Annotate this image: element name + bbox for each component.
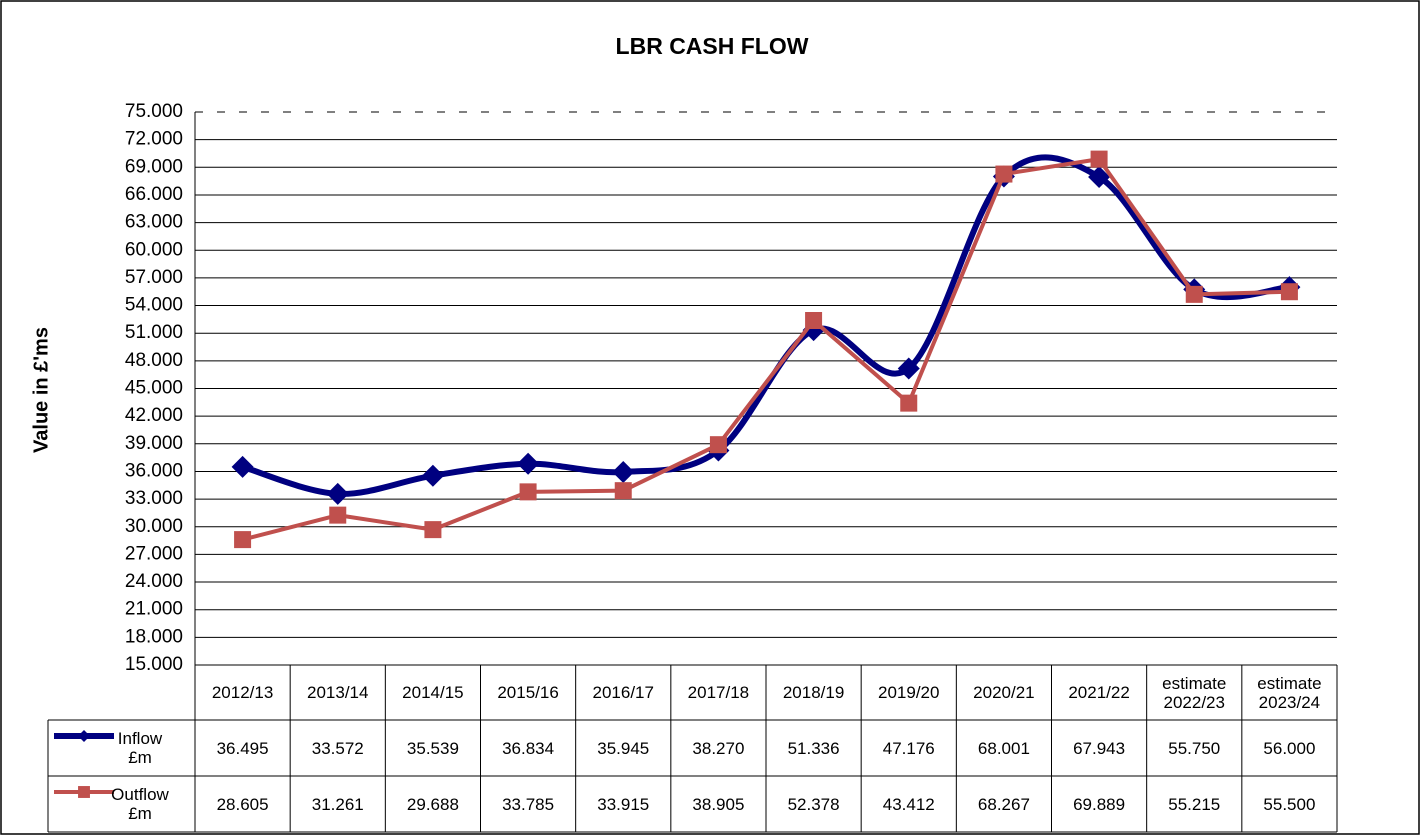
y-tick-label: 18.000 bbox=[125, 626, 183, 647]
x-tick-label: 2021/22 bbox=[1068, 683, 1130, 702]
x-tick-label: 2012/13 bbox=[211, 683, 274, 702]
marker bbox=[897, 357, 920, 380]
y-tick-label: 42.000 bbox=[125, 405, 183, 426]
y-tick-label: 57.000 bbox=[125, 267, 183, 288]
legend-marker bbox=[78, 786, 90, 798]
marker bbox=[424, 521, 442, 539]
x-tick-label: estimate 2022/23 bbox=[1162, 673, 1227, 712]
y-tick-label: 60.000 bbox=[125, 239, 183, 260]
data-label: 55.750 bbox=[1168, 738, 1221, 758]
marker bbox=[234, 531, 252, 549]
y-tick-label: 39.000 bbox=[125, 433, 183, 454]
marker bbox=[519, 483, 537, 501]
y-tick-label: 30.000 bbox=[125, 516, 183, 537]
marker bbox=[614, 482, 632, 500]
x-tick-label: 2019/20 bbox=[878, 683, 940, 702]
x-tick-label: estimate 2023/24 bbox=[1257, 673, 1322, 712]
y-tick-label: 66.000 bbox=[125, 184, 183, 205]
marker bbox=[709, 436, 727, 454]
data-label: 35.945 bbox=[597, 738, 650, 758]
data-label: 43.412 bbox=[882, 794, 935, 814]
data-label: 68.267 bbox=[977, 794, 1030, 814]
data-label: 33.915 bbox=[597, 794, 650, 814]
y-tick-label: 75.000 bbox=[125, 101, 183, 122]
y-tick-label: 15.000 bbox=[125, 654, 183, 675]
marker bbox=[517, 452, 540, 475]
data-label: 36.834 bbox=[502, 738, 555, 758]
y-tick-label: 24.000 bbox=[125, 571, 183, 592]
marker bbox=[805, 311, 823, 329]
marker bbox=[1280, 283, 1298, 301]
series-line bbox=[242, 157, 1290, 542]
y-tick-label: 63.000 bbox=[125, 212, 183, 233]
data-label: 35.539 bbox=[406, 738, 459, 758]
data-label: 52.378 bbox=[787, 794, 840, 814]
data-label: 55.215 bbox=[1168, 794, 1221, 814]
marker bbox=[421, 464, 444, 487]
marker bbox=[329, 506, 347, 524]
legend-marker bbox=[78, 730, 90, 742]
marker bbox=[1090, 150, 1108, 168]
data-label: 55.500 bbox=[1263, 794, 1316, 814]
data-label: 38.905 bbox=[692, 794, 745, 814]
marker bbox=[1185, 285, 1203, 303]
marker bbox=[231, 455, 254, 478]
x-tick-label: 2014/15 bbox=[402, 683, 464, 702]
x-tick-label: 2013/14 bbox=[307, 683, 369, 702]
legend-label: Inflow £m bbox=[117, 729, 163, 767]
y-tick-label: 45.000 bbox=[125, 378, 183, 399]
marker bbox=[612, 460, 635, 483]
marker bbox=[326, 482, 349, 505]
y-axis-label: Value in £'ms bbox=[30, 327, 52, 453]
y-tick-label: 69.000 bbox=[125, 156, 183, 177]
data-label: 29.688 bbox=[406, 794, 459, 814]
data-label: 31.261 bbox=[311, 794, 364, 814]
data-label: 68.001 bbox=[977, 738, 1030, 758]
x-tick-label: 2018/19 bbox=[782, 683, 845, 702]
y-tick-label: 48.000 bbox=[125, 350, 183, 371]
chart-title: LBR CASH FLOW bbox=[616, 33, 809, 59]
marker bbox=[900, 394, 918, 412]
data-label: 38.270 bbox=[692, 738, 745, 758]
marker bbox=[995, 165, 1013, 183]
y-tick-label: 33.000 bbox=[125, 488, 183, 509]
data-label: 33.572 bbox=[311, 738, 364, 758]
y-tick-label: 54.000 bbox=[125, 295, 183, 316]
y-tick-label: 36.000 bbox=[125, 460, 183, 481]
marker bbox=[1088, 166, 1111, 189]
y-tick-label: 51.000 bbox=[125, 322, 183, 343]
data-label: 51.336 bbox=[787, 738, 840, 758]
x-tick-label: 2017/18 bbox=[687, 683, 750, 702]
data-label: 67.943 bbox=[1073, 738, 1126, 758]
data-label: 36.495 bbox=[216, 738, 269, 758]
legend-label: Outflow £m bbox=[111, 785, 169, 823]
data-label: 47.176 bbox=[882, 738, 935, 758]
y-tick-label: 72.000 bbox=[125, 129, 183, 150]
y-tick-label: 21.000 bbox=[125, 599, 183, 620]
x-tick-label: 2015/16 bbox=[497, 683, 559, 702]
x-tick-label: 2020/21 bbox=[973, 683, 1035, 702]
data-label: 56.000 bbox=[1263, 738, 1316, 758]
data-label: 28.605 bbox=[216, 794, 269, 814]
y-tick-label: 27.000 bbox=[125, 543, 183, 564]
data-label: 33.785 bbox=[502, 794, 555, 814]
data-label: 69.889 bbox=[1073, 794, 1126, 814]
x-tick-label: 2016/17 bbox=[592, 683, 654, 702]
